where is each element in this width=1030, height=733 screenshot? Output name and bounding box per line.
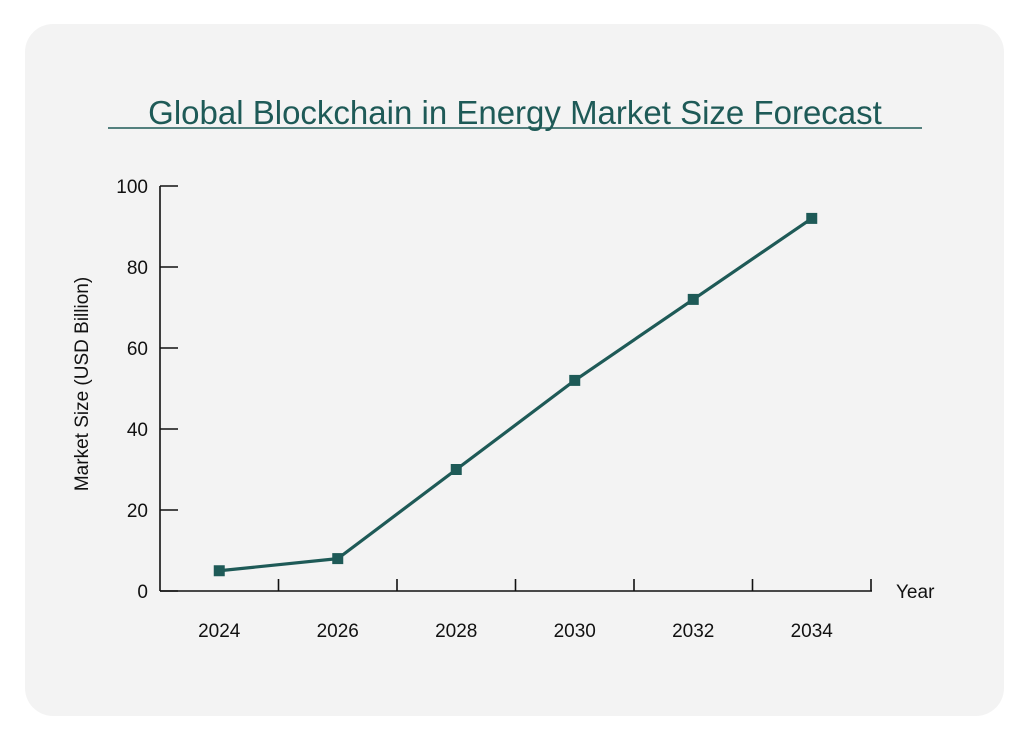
data-point-marker — [450, 464, 462, 475]
y-axis-label: Market Size (USD Billion) — [72, 277, 93, 491]
x-tick-label: 2032 — [672, 621, 714, 642]
axes — [159, 186, 872, 592]
x-tick-label: 2030 — [554, 621, 596, 642]
series-line — [217, 216, 814, 573]
series-group — [213, 212, 818, 577]
y-tick-label: 60 — [127, 339, 148, 360]
y-tick-label: 100 — [116, 177, 148, 198]
y-tick-label: 80 — [127, 258, 148, 279]
chart-card — [25, 24, 1004, 716]
x-axis-label: Year — [896, 582, 935, 603]
y-axis-ticks: 0 20 40 60 80 100 — [116, 177, 178, 603]
data-point-marker — [687, 293, 699, 305]
data-point-marker — [569, 374, 581, 386]
chart-title-group: Global Blockchain in Energy Market Size … — [108, 94, 922, 131]
chart-title: Global Blockchain in Energy Market Size … — [148, 94, 882, 131]
x-tick-label: 2028 — [435, 621, 477, 642]
y-tick-label: 0 — [137, 582, 148, 603]
y-tick-label: 20 — [127, 501, 148, 522]
data-point-marker — [806, 212, 818, 224]
x-tick-label: 2034 — [791, 621, 834, 642]
data-point-marker — [332, 553, 344, 565]
x-axis-ticks: 2024 2026 2028 2030 2032 2034 — [198, 579, 872, 642]
y-tick-label: 40 — [127, 420, 148, 441]
x-tick-label: 2026 — [317, 621, 359, 642]
x-tick-label: 2024 — [198, 621, 241, 642]
data-point-marker — [213, 565, 225, 577]
